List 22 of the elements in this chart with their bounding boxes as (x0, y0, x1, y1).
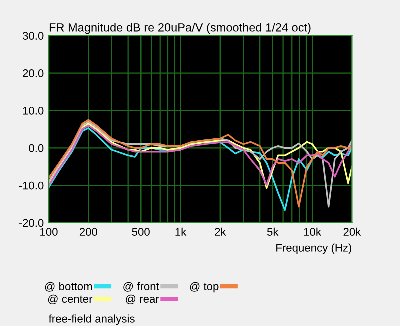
x-tick-label: 10k (304, 228, 322, 236)
legend-label: @ top (190, 282, 219, 293)
x-tick-label: 500 (132, 228, 150, 236)
chart-title: FR Magnitude dB re 20uPa/V (smoothed 1/24 oct) (50, 23, 311, 34)
x-tick-label: 2k (215, 228, 226, 236)
y-tick-label: -20.0 (19, 219, 44, 228)
x-tick-label: 1k (176, 228, 187, 236)
y-tick-label: 30.0 (22, 32, 44, 40)
legend-label: @ bottom (45, 282, 92, 292)
y-tick-label: 0.0 (29, 144, 44, 152)
x-tick-label: 5k (267, 228, 279, 236)
text: free-field analysis (48, 314, 135, 326)
y-tick-label: 20.0 (23, 70, 44, 78)
legend-label: @ front (124, 282, 160, 292)
y-tick-label: -10.0 (19, 182, 44, 190)
legend-label: @ rear (126, 294, 160, 304)
y-tick-label: 10.0 (23, 106, 44, 115)
x-tick-label: 200 (80, 228, 98, 236)
x-tick-label: 20k (344, 228, 362, 236)
x-axis-title: Frequency (Hz) (276, 244, 352, 254)
legend-label: @ center (48, 294, 93, 304)
x-tick-label: 100 (40, 228, 58, 236)
